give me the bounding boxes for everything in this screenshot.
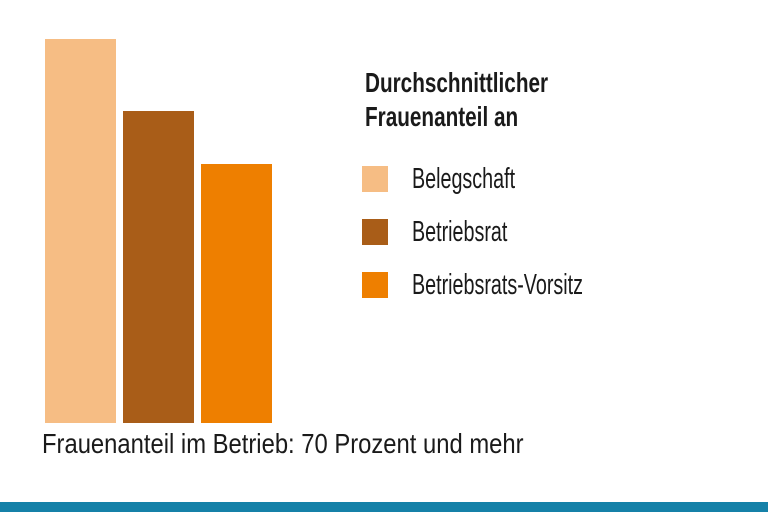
bar-betriebsrats-vorsitz (201, 164, 272, 423)
legend-swatch-icon (362, 166, 388, 192)
bar-chart (45, 39, 272, 423)
legend-swatch-icon (362, 219, 388, 245)
legend: Belegschaft Betriebsrat Betriebsrats-Vorsi… (362, 163, 663, 325)
legend-title: Durchschnittlicher Frauenanteil an (365, 67, 549, 132)
legend-item-label: Betriebsrats-Vorsitz (412, 268, 583, 301)
bar-betriebsrat (123, 111, 194, 423)
footer-accent-bar (0, 502, 768, 512)
legend-item-belegschaft: Belegschaft (362, 163, 663, 195)
chart-caption: Frauenanteil im Betrieb: 70 Prozent und … (42, 428, 524, 459)
legend-item-betriebsrats-vorsitz: Betriebsrats-Vorsitz (362, 269, 663, 301)
bar-belegschaft (45, 39, 116, 423)
legend-swatch-icon (362, 272, 388, 298)
legend-item-betriebsrat: Betriebsrat (362, 216, 663, 248)
legend-item-label: Belegschaft (412, 162, 516, 195)
legend-item-label: Betriebsrat (412, 215, 508, 248)
